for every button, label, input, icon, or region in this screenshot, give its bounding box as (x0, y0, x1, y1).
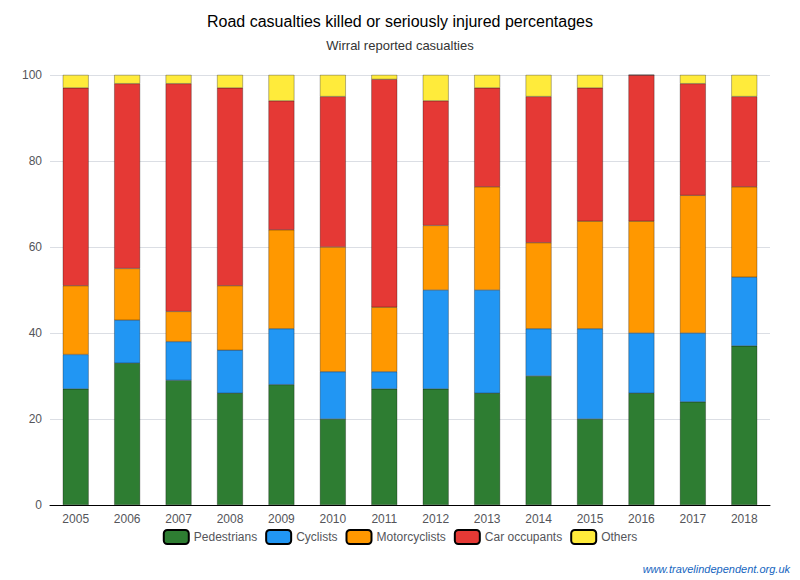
svg-text:2018: 2018 (731, 512, 758, 526)
svg-text:Car occupants: Car occupants (485, 530, 562, 544)
svg-text:2015: 2015 (577, 512, 604, 526)
svg-text:Others: Others (601, 530, 637, 544)
svg-text:40: 40 (29, 326, 43, 340)
svg-text:100: 100 (22, 68, 42, 82)
svg-text:2010: 2010 (320, 512, 347, 526)
svg-text:Road casualties killed or seri: Road casualties killed or seriously inju… (207, 13, 593, 30)
svg-text:2013: 2013 (474, 512, 501, 526)
svg-text:Motorcyclists: Motorcyclists (376, 530, 445, 544)
svg-text:Cyclists: Cyclists (296, 530, 337, 544)
svg-text:2005: 2005 (62, 512, 89, 526)
svg-text:2011: 2011 (371, 512, 397, 526)
svg-text:2014: 2014 (525, 512, 552, 526)
svg-text:60: 60 (29, 240, 43, 254)
svg-text:Wirral reported casualties: Wirral reported casualties (326, 38, 474, 53)
svg-text:2006: 2006 (114, 512, 141, 526)
svg-text:www.travelindependent.org.uk: www.travelindependent.org.uk (643, 563, 791, 575)
svg-text:2012: 2012 (422, 512, 449, 526)
svg-text:Pedestrians: Pedestrians (194, 530, 257, 544)
svg-text:2017: 2017 (680, 512, 707, 526)
svg-text:2007: 2007 (165, 512, 192, 526)
svg-text:2016: 2016 (628, 512, 655, 526)
svg-text:20: 20 (29, 412, 43, 426)
svg-text:2008: 2008 (217, 512, 244, 526)
svg-text:80: 80 (29, 154, 43, 168)
svg-text:2009: 2009 (268, 512, 295, 526)
svg-text:0: 0 (35, 498, 42, 512)
